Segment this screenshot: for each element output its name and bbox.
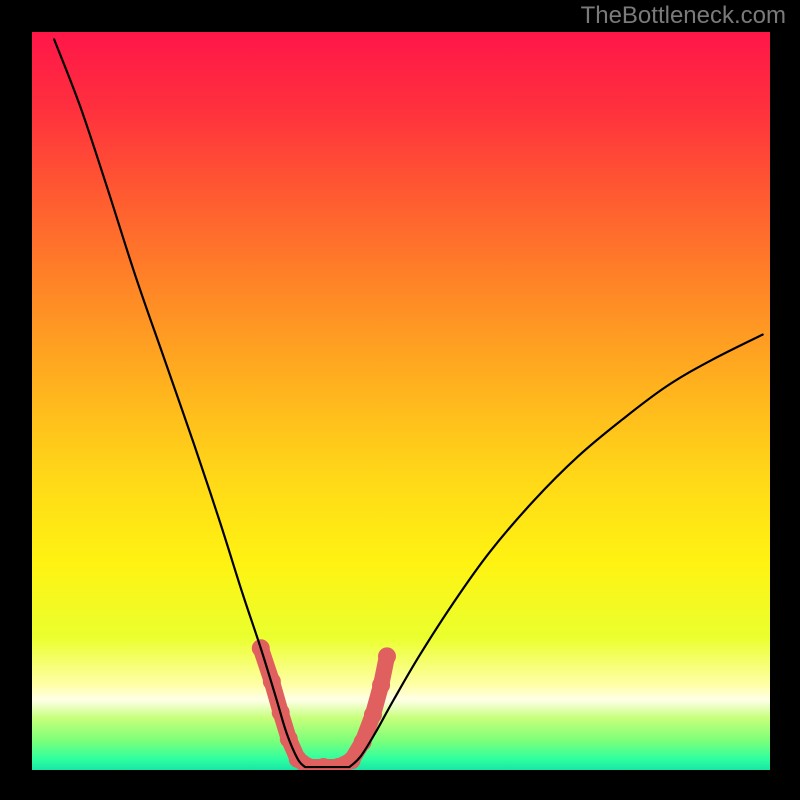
gradient-background: [32, 32, 770, 770]
highlight-marker: [378, 647, 396, 665]
watermark-text: TheBottleneck.com: [581, 2, 786, 30]
bottleneck-curve-plot: [32, 32, 770, 770]
highlight-marker: [364, 706, 382, 724]
highlight-marker: [372, 676, 390, 694]
chart-root: TheBottleneck.com: [0, 0, 800, 800]
